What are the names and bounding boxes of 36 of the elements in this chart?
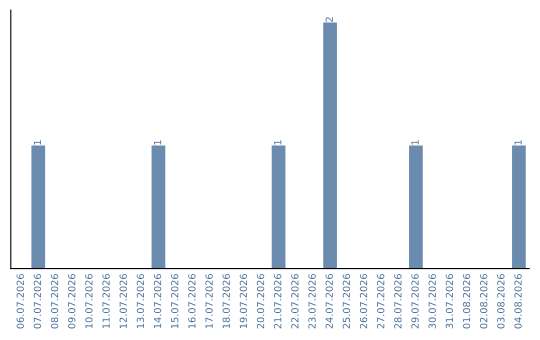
x-tick-label: 29.07.2026	[411, 274, 419, 328]
data-label: 1	[274, 140, 282, 144]
x-tick-label: 13.07.2026	[136, 274, 144, 328]
x-tick-label: 19.07.2026	[240, 274, 248, 328]
x-tick-label: 18.07.2026	[222, 274, 230, 328]
x-tick-label: 26.07.2026	[360, 274, 368, 328]
x-tick-label: 22.07.2026	[291, 274, 299, 328]
x-tick-label: 03.08.2026	[497, 274, 505, 328]
x-tick-label: 20.07.2026	[256, 274, 264, 328]
x-tick-label: 17.07.2026	[205, 274, 213, 328]
data-label: 1	[154, 140, 162, 144]
data-label: 1	[412, 140, 419, 144]
x-tick-label: 06.07.2026	[16, 274, 24, 328]
x-tick-label: 28.07.2026	[394, 274, 402, 328]
x-tick-label: 31.07.2026	[446, 274, 454, 328]
x-tick-label: 01.08.2026	[462, 274, 470, 328]
x-tick-label: 08.07.2026	[50, 274, 58, 328]
x-tick-label: 27.07.2026	[377, 274, 384, 328]
data-label: 1	[34, 140, 41, 144]
x-tick-label: 21.07.2026	[274, 274, 282, 328]
x-tick-label: 11.07.2026	[102, 274, 110, 328]
x-tick-label: 16.07.2026	[188, 274, 196, 328]
x-tick-label: 23.07.2026	[308, 274, 316, 328]
x-tick-label: 02.08.2026	[480, 274, 488, 328]
x-tick-label: 15.07.2026	[171, 274, 178, 328]
x-tick-label: 07.07.2026	[34, 274, 42, 328]
x-tick-label: 04.08.2026	[514, 274, 522, 328]
data-label: 1	[514, 140, 522, 144]
x-tick-label: 24.07.2026	[326, 274, 333, 328]
x-tick-label: 14.07.2026	[154, 274, 162, 328]
x-tick-label: 12.07.2026	[120, 274, 127, 328]
x-tick-label: 30.07.2026	[428, 274, 436, 328]
x-tick-label: 09.07.2026	[68, 274, 76, 328]
x-tick-label: 10.07.2026	[85, 274, 93, 328]
data-label: 2	[326, 17, 333, 22]
x-tick-label: 25.07.2026	[342, 274, 350, 328]
